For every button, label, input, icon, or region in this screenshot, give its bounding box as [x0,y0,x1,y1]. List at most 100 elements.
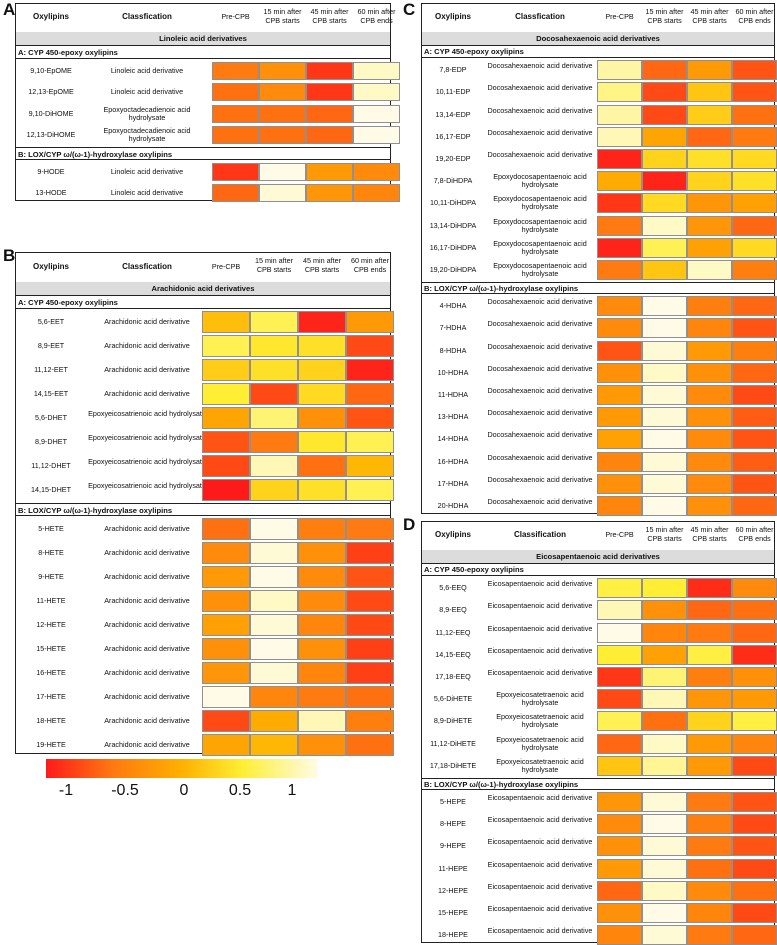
heatmap-cell [687,193,732,214]
row-classification: Arachidonic acid derivative [104,524,190,533]
heatmap-cell [597,689,642,710]
heatmap-cell [687,60,732,81]
heatmap-cell [202,311,250,333]
heatmap-cell [597,880,642,901]
heatmap-cell [212,61,259,80]
heatmap-cell [298,542,346,564]
header-col-1: Pre-CPB [605,530,634,539]
heatmap-cell [642,644,687,665]
heatmap-cell [250,542,298,564]
row-classification: Docosahexaenoic acid derivative [487,474,593,484]
row-label: 8,9-DiHETE [433,716,473,726]
header-col-3: 45 min after CPB starts [310,7,349,25]
row-classification: Linoleic acid derivative [110,87,184,97]
row-label: 16,17-EDP [435,131,471,141]
heatmap-cell [250,383,298,405]
heatmap-cell [732,791,777,812]
heatmap-cell [732,318,777,339]
heatmap-cell [687,126,732,147]
row-label: 11-HEPE [438,863,468,873]
heatmap-cell [298,479,346,501]
heatmap-cell [732,215,777,236]
color-scale-tick: -1 [58,782,74,799]
row-classification: Arachidonic acid derivative [104,740,190,749]
heatmap-cell [642,689,687,710]
row-label: 9-HETE [38,572,64,581]
row-label: 5,6-EET [37,317,65,326]
heatmap-panel-d: Oxylipins Classification Pre-CPB 15 min aft… [421,521,777,945]
row-classification: Eicosapentaenoic acid derivative [487,601,593,611]
row-classification: Arachidonic acid derivative [104,644,190,653]
heatmap-cell [687,237,732,258]
row-classification: Arachidonic acid derivative [104,548,190,557]
header-classification: Classification [513,530,566,539]
row-label: 14,15-EEQ [435,649,471,659]
heatmap-cell [687,836,732,857]
header-col-3: 45 min after CPB starts [690,525,729,543]
header-col-2: 15 min after CPB starts [645,7,684,25]
heatmap-cell [642,880,687,901]
row-classification: Arachidonic acid derivative [104,341,190,350]
row-label: 7-HDHA [439,323,467,333]
header-col-1: Pre-CPB [605,12,634,21]
heatmap-cell [346,407,394,429]
heatmap-cell [687,407,732,428]
heatmap-cell [202,734,250,756]
heatmap-cell [250,734,298,756]
heatmap-cell [687,340,732,361]
row-classification: Docosahexaenoic acid derivative [487,363,593,373]
heatmap-cell [597,215,642,236]
heatmap-cell [597,193,642,214]
heatmap-cell [597,407,642,428]
row-classification: Epoxyeicosatetraenoic acid hydrolysate [496,734,584,752]
row-classification: Linoleic acid derivative [110,188,184,198]
heatmap-cell [597,237,642,258]
color-scale-tick: -0.5 [111,782,139,799]
row-classification: Docosahexaenoic acid derivative [487,297,593,307]
row-label: 11,12-DHET [31,461,71,470]
heatmap-cell [642,814,687,835]
heatmap-cell [212,184,259,203]
heatmap-cell [353,83,400,102]
heatmap-cell [732,600,777,621]
row-classification: Arachidonic acid derivative [104,596,190,605]
heatmap-cell [298,518,346,540]
heatmap-cell [306,162,353,181]
heatmap-cell [732,644,777,665]
heatmap-cell [346,542,394,564]
row-classification: Eicosapentaenoic acid derivative [487,792,593,802]
row-classification: Docosahexaenoic acid derivative [487,105,593,115]
row-label: 17,18-EEQ [435,671,471,681]
row-label: 20-HDHA [437,500,469,510]
heatmap-cell [202,614,250,636]
heatmap-cell [642,340,687,361]
heatmap-cell [298,359,346,381]
heatmap-cell [597,791,642,812]
heatmap-cell [597,495,642,516]
heatmap-cell [732,340,777,361]
color-scale-bar [46,759,318,778]
heatmap-cell [259,61,306,80]
row-classification: Arachidonic acid derivative [104,668,190,677]
row-classification: Eicosapentaenoic acid derivative [487,926,593,936]
heatmap-cell [306,61,353,80]
heatmap-cell [687,384,732,405]
heatmap-cell [642,495,687,516]
heatmap-cell [642,836,687,857]
heatmap-cell [250,335,298,357]
heatmap-cell [346,455,394,477]
heatmap-cell [298,566,346,588]
row-label: 5,6-DiHETE [433,694,473,704]
header-col-4: 60 min after CPB ends [735,525,774,543]
row-label: 12-HEPE [438,885,468,895]
header-col-1: Pre-CPB [221,12,250,21]
row-classification: Docosahexaenoic acid derivative [487,430,593,440]
row-classification: Docosahexaenoic acid derivative [487,149,593,159]
heatmap-cell [642,733,687,754]
heatmap-cell [597,60,642,81]
heatmap-cell [687,880,732,901]
heatmap-cell [250,566,298,588]
heatmap-cell [732,902,777,923]
row-classification: Arachidonic acid derivative [104,620,190,629]
heatmap-cell [212,126,259,145]
